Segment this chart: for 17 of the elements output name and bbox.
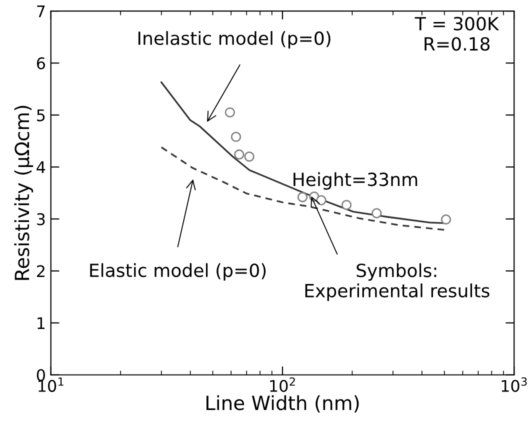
annotation: T = 300K R=0.18 <box>414 16 500 51</box>
y-tick-label: 6 <box>36 57 46 70</box>
x-tick-label: 10$^{2}$ <box>270 377 295 392</box>
annotation: Elastic model (p=0) <box>90 263 266 281</box>
y-tick-label: 2 <box>37 265 44 278</box>
y-tick-label: 5 <box>37 109 45 122</box>
y-tick-label: 7 <box>37 6 45 18</box>
y-tick-label: 0 <box>36 369 45 382</box>
annotation: Height=33nm <box>294 172 418 190</box>
y-tick-label: 1 <box>38 317 45 329</box>
annotation: Inelastic model (p=0) <box>138 31 330 49</box>
x-tick-label: 10$^{3}$ <box>502 377 527 392</box>
y-tick-label: 3 <box>37 213 45 226</box>
x-axis-title: Line Width (nm) <box>206 395 359 413</box>
y-axis-title: Resistivity (μΩcm) <box>14 106 34 280</box>
annotation: Symbols: Experimental results <box>305 263 490 301</box>
y-tick-label: 4 <box>36 161 46 174</box>
